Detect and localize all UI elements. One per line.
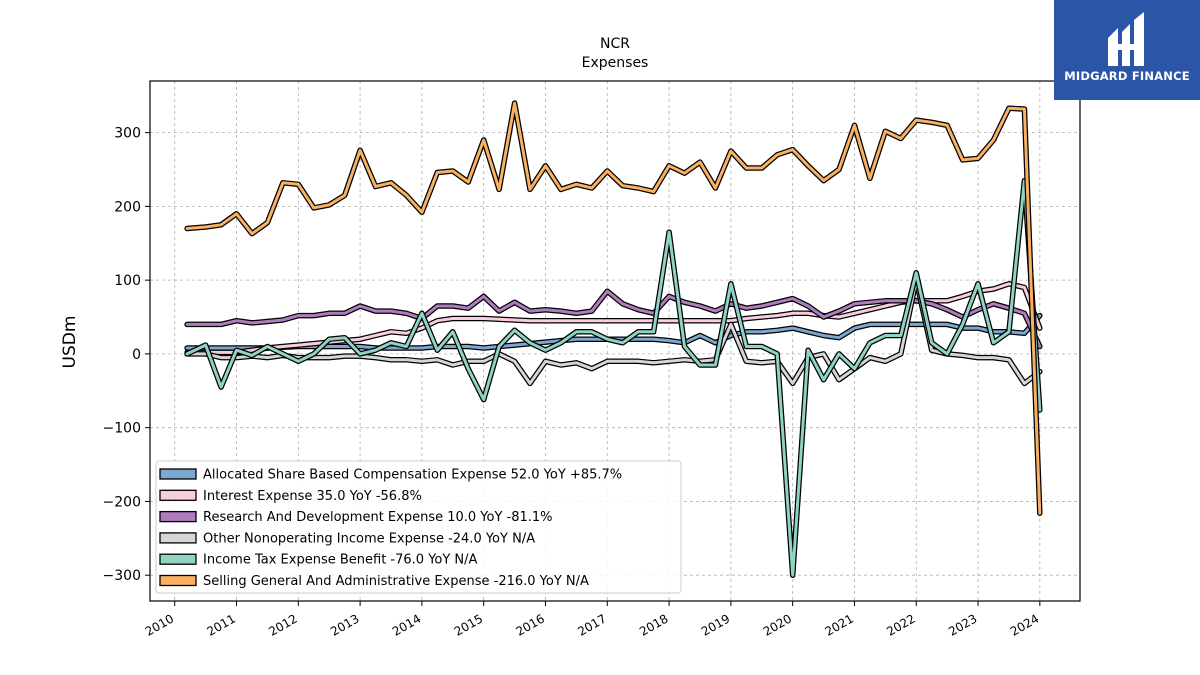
legend-label: Income Tax Expense Benefit -76.0 YoY N/A bbox=[203, 553, 478, 568]
y-tick-label: 300 bbox=[114, 126, 141, 142]
legend: Allocated Share Based Compensation Expen… bbox=[155, 460, 682, 594]
x-tick-label: 2019 bbox=[699, 611, 732, 638]
series-line bbox=[184, 100, 1043, 516]
midgard-finance-logo: MIDGARD FINANCE bbox=[1054, 0, 1200, 100]
x-tick-label: 2018 bbox=[637, 611, 670, 638]
chart-title: NCR bbox=[600, 36, 630, 52]
grid-lines bbox=[150, 81, 1080, 601]
legend-label: Other Nonoperating Income Expense -24.0 … bbox=[203, 531, 535, 546]
series-stroke bbox=[185, 289, 1042, 348]
y-tick-label: 0 bbox=[132, 347, 141, 363]
x-tick-label: 2024 bbox=[1008, 611, 1041, 638]
legend-swatch bbox=[159, 468, 197, 480]
legend-swatch bbox=[159, 532, 197, 544]
x-tick-label: 2017 bbox=[575, 611, 608, 638]
y-axis-label: USDm bbox=[60, 316, 80, 369]
x-tick-label: 2015 bbox=[452, 611, 485, 638]
series-line bbox=[184, 288, 1043, 350]
mf-monogram-icon bbox=[1108, 12, 1144, 66]
series-stroke bbox=[185, 179, 1042, 577]
x-tick-label: 2021 bbox=[822, 611, 855, 638]
series-lines bbox=[184, 100, 1043, 578]
legend-swatch bbox=[159, 489, 197, 501]
x-tick-label: 2012 bbox=[266, 611, 299, 638]
legend-swatch bbox=[159, 553, 197, 565]
plot-frame bbox=[149, 80, 1081, 602]
legend-swatch bbox=[159, 510, 197, 523]
y-tick-label: −300 bbox=[103, 568, 141, 584]
y-tick-label: 100 bbox=[114, 273, 141, 289]
x-tick-label: 2020 bbox=[761, 611, 794, 638]
legend-swatch bbox=[159, 574, 197, 587]
chart-subtitle: Expenses bbox=[582, 55, 649, 71]
y-tick-label: −200 bbox=[103, 494, 141, 510]
series-stroke bbox=[185, 278, 1042, 385]
x-tick-label: 2013 bbox=[328, 611, 361, 638]
x-tick-label: 2023 bbox=[946, 611, 979, 638]
legend-label: Selling General And Administrative Expen… bbox=[203, 574, 589, 589]
y-tick-label: −100 bbox=[103, 421, 141, 437]
x-tick-label: 2016 bbox=[514, 611, 547, 638]
x-tick-label: 2010 bbox=[143, 611, 176, 638]
x-tick-label: 2014 bbox=[390, 611, 423, 638]
legend-label: Research And Development Expense 10.0 Yo… bbox=[203, 510, 553, 525]
legend-label: Allocated Share Based Compensation Expen… bbox=[203, 468, 622, 483]
brand-name: MIDGARD FINANCE bbox=[1064, 69, 1190, 83]
series-stroke bbox=[185, 101, 1042, 515]
series-line bbox=[184, 177, 1043, 578]
y-tick-label: 200 bbox=[114, 199, 141, 215]
x-tick-label: 2011 bbox=[205, 611, 238, 638]
legend-label: Interest Expense 35.0 YoY -56.8% bbox=[203, 489, 422, 504]
legend-box bbox=[155, 460, 682, 594]
x-tick-label: 2022 bbox=[884, 611, 917, 638]
series-line bbox=[184, 277, 1043, 387]
